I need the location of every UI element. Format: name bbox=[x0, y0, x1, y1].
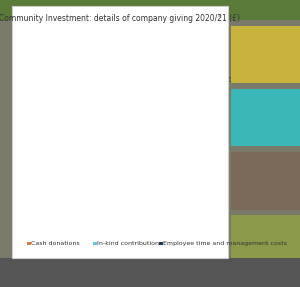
Text: In-kind contributions: In-kind contributions bbox=[97, 241, 163, 246]
Text: 1,988,000
36%: 1,988,000 36% bbox=[163, 77, 241, 102]
Wedge shape bbox=[120, 65, 176, 157]
Text: 2,861,000
52%: 2,861,000 52% bbox=[90, 154, 132, 205]
Wedge shape bbox=[84, 65, 120, 96]
Wedge shape bbox=[64, 78, 162, 176]
Text: Cash donations: Cash donations bbox=[31, 241, 80, 246]
Text: Employee time and management costs: Employee time and management costs bbox=[163, 241, 287, 246]
Text: ✕: ✕ bbox=[216, 15, 222, 20]
Text: Community Investment: details of company giving 2020/21 (£): Community Investment: details of company… bbox=[0, 14, 241, 23]
Text: 602,012
11%: 602,012 11% bbox=[45, 63, 102, 78]
